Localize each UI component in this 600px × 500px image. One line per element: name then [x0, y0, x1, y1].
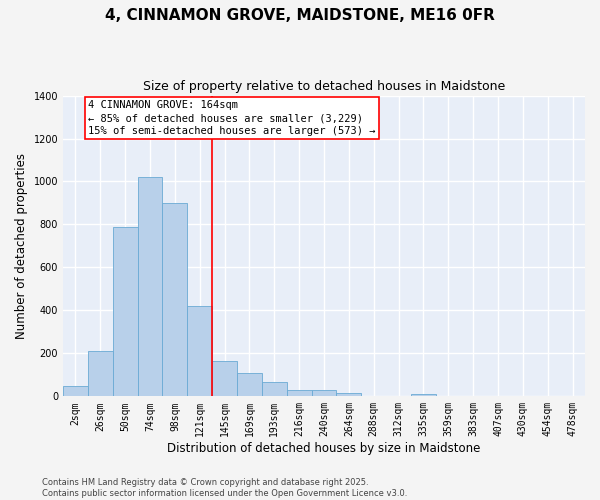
Bar [187, 306, 212, 396]
Bar [311, 390, 337, 396]
Bar [137, 177, 163, 396]
Text: 4, CINNAMON GROVE, MAIDSTONE, ME16 0FR: 4, CINNAMON GROVE, MAIDSTONE, ME16 0FR [105, 8, 495, 22]
Text: Contains HM Land Registry data © Crown copyright and database right 2025.
Contai: Contains HM Land Registry data © Crown c… [42, 478, 407, 498]
Bar [163, 203, 187, 396]
Bar [237, 372, 262, 396]
Bar [411, 394, 436, 396]
Bar [337, 393, 361, 396]
Bar [113, 226, 137, 396]
Bar [287, 390, 311, 396]
Y-axis label: Number of detached properties: Number of detached properties [15, 153, 28, 339]
X-axis label: Distribution of detached houses by size in Maidstone: Distribution of detached houses by size … [167, 442, 481, 455]
Bar [262, 382, 287, 396]
Bar [63, 386, 88, 396]
Bar [88, 351, 113, 397]
Bar [212, 361, 237, 396]
Title: Size of property relative to detached houses in Maidstone: Size of property relative to detached ho… [143, 80, 505, 93]
Text: 4 CINNAMON GROVE: 164sqm
← 85% of detached houses are smaller (3,229)
15% of sem: 4 CINNAMON GROVE: 164sqm ← 85% of detach… [88, 100, 376, 136]
